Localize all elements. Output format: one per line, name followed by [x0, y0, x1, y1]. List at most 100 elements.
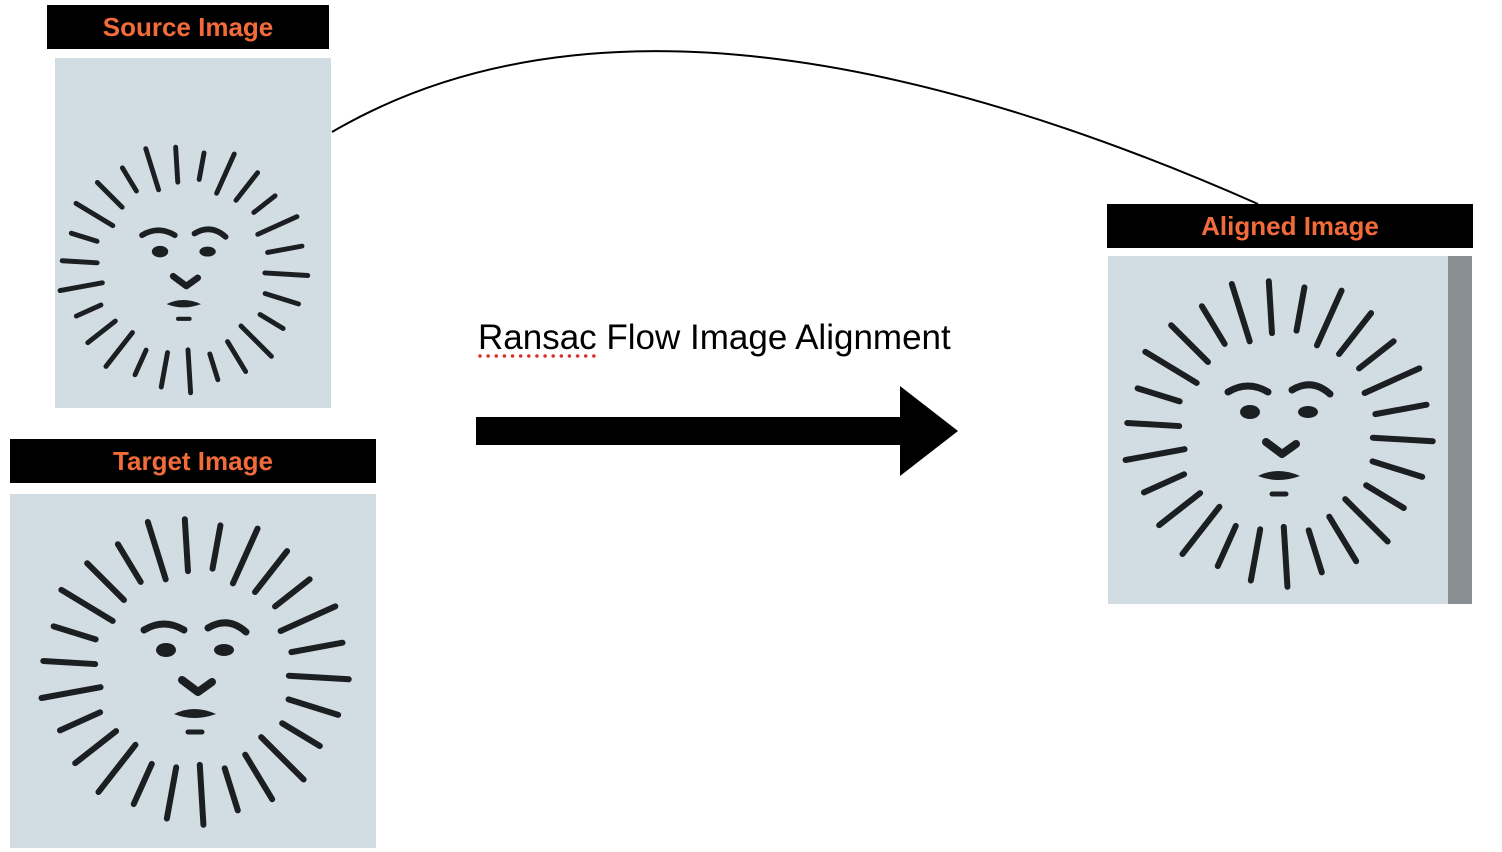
sun-ray — [233, 170, 261, 203]
sun-face-stamp-icon — [1122, 256, 1472, 604]
sun-ray — [1179, 503, 1223, 558]
sun-ray — [251, 193, 278, 215]
sun-ray — [242, 751, 276, 803]
sun-ray — [85, 318, 118, 346]
sun-ray — [258, 734, 307, 783]
right-eye — [214, 644, 234, 656]
nose — [169, 272, 202, 290]
nose — [178, 676, 216, 696]
sun-ray — [103, 330, 135, 369]
sun-ray — [262, 270, 311, 278]
left-eyebrow — [139, 227, 178, 239]
sun-ray — [57, 280, 105, 294]
sun-ray — [73, 302, 104, 319]
source-image-label: Source Image — [47, 5, 329, 49]
aligned-image-label: Aligned Image — [1107, 204, 1473, 248]
right-arrow-icon — [476, 386, 958, 476]
mouth — [166, 299, 202, 308]
sun-ray — [288, 639, 346, 656]
sun-ray — [272, 576, 313, 610]
sun-ray — [119, 165, 139, 194]
left-eye — [151, 245, 169, 258]
sun-ray — [59, 258, 100, 266]
sun-ray — [207, 351, 221, 383]
sun-ray — [1247, 526, 1264, 584]
sun-ray — [238, 323, 274, 359]
right-eye — [199, 246, 216, 257]
sun-ray — [1369, 458, 1426, 480]
sun-ray — [56, 709, 104, 734]
sun-ray — [72, 728, 120, 767]
left-eye — [1240, 405, 1260, 419]
sun-ray — [257, 312, 286, 331]
sun-ray — [1363, 482, 1407, 511]
sun-face — [140, 619, 250, 735]
sun-ray — [50, 623, 99, 643]
sun-ray — [58, 586, 116, 624]
sun-ray — [1134, 385, 1183, 405]
nose — [1262, 438, 1300, 458]
caption-rest: Flow Image Alignment — [596, 318, 951, 357]
sun-ray — [181, 516, 191, 575]
sun-ray — [1326, 513, 1360, 565]
sun-ray — [262, 291, 301, 307]
sun-ray — [221, 765, 241, 814]
left-eye — [156, 643, 176, 657]
sun-ray — [225, 339, 249, 374]
sun-ray — [130, 760, 155, 808]
dark-edge-band — [1448, 256, 1472, 604]
sun-ray — [1280, 523, 1291, 590]
target-image — [10, 494, 376, 848]
sun-ray — [1313, 287, 1345, 349]
sun-ray — [265, 243, 305, 255]
mouth — [1258, 471, 1300, 480]
sun-ray — [94, 180, 125, 210]
sun-ray — [95, 741, 139, 796]
sun-face — [139, 226, 229, 321]
mouth — [174, 709, 216, 718]
alignment-caption: Ransac Flow Image Alignment — [478, 318, 951, 358]
sun-ray — [1369, 434, 1436, 445]
sun-ray — [285, 696, 342, 718]
sun-ray — [144, 519, 169, 583]
right-eyebrow — [1288, 381, 1334, 398]
sun-ray — [38, 684, 104, 702]
sun-ray — [255, 214, 300, 237]
sun-ray — [84, 560, 127, 604]
sun-ray — [163, 764, 180, 822]
target-image-label: Target Image — [10, 439, 376, 483]
sun-face-stamp-icon — [57, 144, 311, 396]
sun-ray — [73, 200, 116, 229]
sun-ray — [285, 672, 352, 683]
sun-ray — [1342, 496, 1391, 545]
sun-ray — [132, 347, 149, 378]
sun-ray — [1214, 522, 1239, 570]
sun-ray — [209, 522, 224, 572]
sun-ray — [1198, 303, 1228, 347]
sun-ray — [229, 525, 261, 587]
sun-ray — [114, 541, 144, 585]
sun-ray — [214, 151, 237, 196]
sun-ray — [196, 761, 207, 828]
right-eyebrow — [191, 226, 229, 240]
sun-ray — [279, 720, 323, 749]
sun-ray — [1124, 419, 1183, 430]
curved-connector-line — [331, 50, 1259, 205]
sun-ray — [1156, 490, 1204, 529]
sun-ray — [1228, 281, 1253, 345]
sun-ray — [1305, 527, 1325, 576]
source-image — [55, 58, 331, 408]
sun-ray — [173, 144, 181, 185]
sun-ray — [185, 347, 194, 396]
right-eyebrow — [204, 619, 250, 636]
aligned-image — [1108, 256, 1472, 604]
sun-ray — [252, 548, 291, 596]
left-eyebrow — [1224, 382, 1272, 396]
right-eye — [1298, 406, 1318, 418]
sun-ray — [68, 230, 100, 244]
sun-face — [1224, 381, 1334, 497]
sun-ray — [1142, 348, 1200, 386]
sun-ray — [143, 146, 162, 193]
caption-first-word: Ransac — [478, 318, 597, 357]
sun-ray — [277, 603, 339, 634]
